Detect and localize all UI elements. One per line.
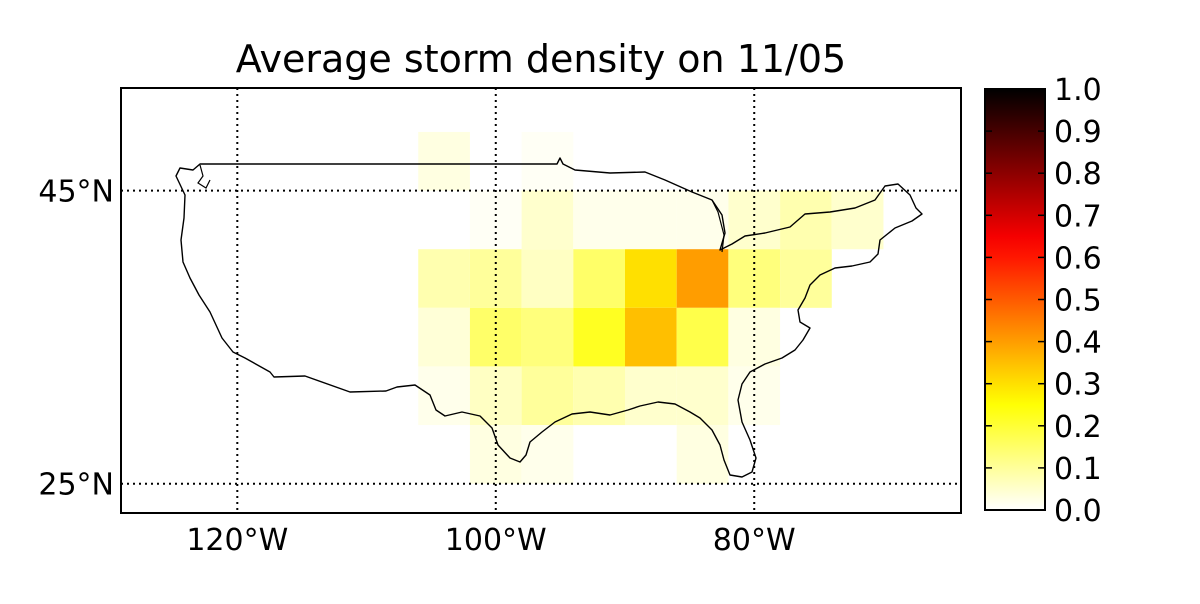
- density-cell: [521, 249, 574, 308]
- density-cell: [573, 190, 625, 250]
- x-tick-label: 120°W: [186, 523, 288, 558]
- colorbar-tick-label: 0.3: [1054, 368, 1102, 403]
- colorbar-ticks: 0.0 0.1 0.2 0.3 0.4 0.5 0.6 0.7 0.8 0.9 1.0: [985, 73, 1102, 529]
- colorbar: 0.0 0.1 0.2 0.3 0.4 0.5 0.6 0.7 0.8 0.9 1.0: [984, 73, 1102, 529]
- y-tick-label: 25°N: [38, 468, 114, 503]
- colorbar-tick-label: 0.4: [1054, 326, 1102, 361]
- map-axes: 120°W 100°W 80°W 45°N 25°N: [38, 87, 962, 558]
- colorbar-tick-label: 0.2: [1054, 410, 1102, 445]
- x-tick-label: 100°W: [445, 523, 547, 558]
- density-cell: [521, 131, 574, 191]
- density-cell: [625, 366, 677, 426]
- density-cell: [521, 190, 574, 250]
- y-tick-label: 45°N: [38, 175, 114, 210]
- density-cell: [573, 249, 625, 308]
- colorbar-tick-label: 0.6: [1054, 241, 1102, 276]
- us-outline: [175, 157, 923, 478]
- map-frame: [120, 87, 962, 514]
- colorbar-tick-label: 0.0: [1054, 494, 1102, 529]
- density-cell: [676, 249, 729, 308]
- colorbar-tick-label: 0.5: [1054, 284, 1102, 319]
- chart-title: Average storm density on 11/05: [236, 37, 846, 81]
- density-cell: [625, 190, 677, 250]
- colorbar-tick-label: 1.0: [1054, 73, 1102, 108]
- density-cell: [418, 307, 470, 367]
- density-cell: [676, 425, 729, 484]
- x-tick-label: 80°W: [713, 523, 796, 558]
- graticule: [121, 88, 961, 513]
- density-cell: [418, 131, 470, 191]
- density-cell: [625, 307, 677, 367]
- density-cell: [521, 425, 574, 484]
- lake-michigan-shore: [711, 199, 725, 253]
- density-cell: [521, 307, 574, 367]
- colorbar-tick-label: 0.1: [1054, 452, 1102, 487]
- density-cell: [469, 190, 522, 250]
- density-cell: [625, 249, 677, 308]
- density-cell: [676, 307, 729, 367]
- density-cell: [780, 249, 832, 308]
- density-cell: [521, 366, 574, 426]
- colorbar-tick-label: 0.8: [1054, 157, 1102, 192]
- colorbar-tick-label: 0.9: [1054, 115, 1102, 150]
- colorbar-gradient: [984, 88, 1046, 511]
- latitude-tick-labels: 45°N 25°N: [38, 175, 114, 503]
- longitude-tick-labels: 120°W 100°W 80°W: [186, 523, 795, 558]
- density-cells: [418, 131, 884, 484]
- density-cell: [676, 366, 729, 426]
- coastline-and-borders: [175, 157, 923, 478]
- density-cell: [418, 249, 470, 308]
- density-cell: [728, 190, 781, 250]
- density-cell: [573, 307, 625, 367]
- density-cell: [780, 190, 832, 250]
- density-cell: [573, 366, 625, 426]
- puget-sound-inlet: [197, 164, 211, 189]
- density-cell: [418, 366, 470, 426]
- colorbar-tick-label: 0.7: [1054, 199, 1102, 234]
